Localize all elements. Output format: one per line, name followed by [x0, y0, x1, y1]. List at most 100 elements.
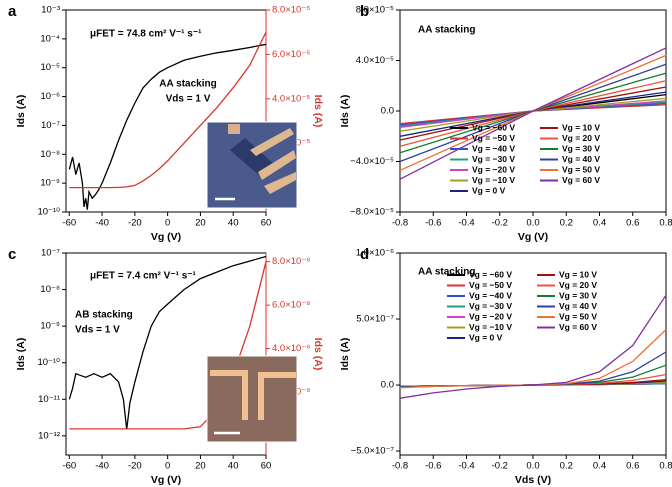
plot-frame — [399, 252, 667, 456]
y-tick-label: 4.0×10⁻⁵ — [356, 55, 394, 66]
series-line — [399, 63, 667, 163]
y-tick-label: 10⁻³ — [41, 5, 60, 16]
y2-tick-label: 6.0×10⁻⁸ — [272, 300, 310, 311]
x-tick-label: -0.4 — [458, 461, 474, 472]
legend-label: Vg = −50 V — [469, 280, 512, 290]
legend-label: Vg = 30 V — [559, 290, 597, 300]
x-tick-label: -0.8 — [392, 218, 408, 229]
y-axis-label: Ids (A) — [15, 338, 27, 371]
y-tick-label: 10⁻¹¹ — [38, 394, 60, 405]
x-tick-label: 0.0 — [526, 218, 539, 229]
x-tick-label: 60 — [261, 461, 272, 472]
x-tick-label: 40 — [228, 461, 239, 472]
legend-label: Vg = 30 V — [562, 143, 600, 153]
x-tick-label: 20 — [195, 218, 206, 229]
y-tick-label: 10⁻⁶ — [41, 91, 61, 102]
x-tick-label: 0.8 — [659, 461, 672, 472]
annotation: μFET = 74.8 cm² V⁻¹ s⁻¹ — [90, 29, 202, 40]
inset-c — [206, 355, 298, 443]
x-tick-label: 0.4 — [593, 461, 606, 472]
y-axis-label: Ids (A) — [339, 95, 351, 128]
legend-label: Vg = 60 V — [562, 175, 600, 185]
x-tick-label: 60 — [261, 218, 272, 229]
series-line — [399, 86, 667, 141]
y-tick-label: 10⁻⁹ — [40, 321, 60, 332]
y-tick-label: 10⁻¹⁰ — [37, 207, 60, 218]
y-tick-label: 10⁻⁷ — [41, 248, 61, 259]
panel-label: c — [8, 246, 16, 263]
legend-label: Vg = 20 V — [559, 280, 597, 290]
legend-label: Vg = −20 V — [472, 164, 515, 174]
y-tick-label: −8.0×10⁻⁵ — [350, 207, 394, 218]
y-tick-label: 10⁻⁸ — [40, 284, 60, 295]
x-tick-label: -0.4 — [458, 218, 474, 229]
y-tick-label: 10⁻⁸ — [40, 149, 60, 160]
x-tick-label: -0.6 — [425, 218, 441, 229]
legend-label: Vg = −50 V — [472, 133, 515, 143]
y-tick-label: 1.0×10⁻⁶ — [356, 248, 394, 259]
series-line — [69, 31, 267, 189]
annotation: Vds = 1 V — [166, 94, 211, 105]
x-tick-label: 0.2 — [560, 461, 573, 472]
legend-label: Vg = 0 V — [472, 185, 506, 195]
annotation: AA stacking — [418, 267, 475, 278]
x-axis-label: Vds (V) — [515, 474, 551, 486]
x-tick-label: -0.2 — [492, 218, 508, 229]
x-axis-label: Vg (V) — [518, 231, 548, 243]
y-tick-label: 0.0 — [381, 380, 394, 391]
series-line — [68, 255, 267, 430]
inset-a — [206, 121, 298, 209]
series-line — [399, 294, 667, 399]
y-tick-label: −4.0×10⁻⁵ — [350, 156, 394, 167]
legend-label: Vg = 10 V — [562, 122, 600, 132]
x-axis-label: Vg (V) — [151, 474, 181, 486]
legend-label: Vg = 60 V — [559, 322, 597, 332]
x-axis-label: Vg (V) — [151, 231, 181, 243]
x-tick-label: 0.6 — [626, 218, 639, 229]
y-tick-label: 10⁻⁷ — [41, 120, 61, 131]
y-tick-label: 10⁻⁵ — [40, 62, 60, 73]
x-tick-label: -40 — [95, 461, 109, 472]
series-line — [399, 47, 667, 180]
y2-tick-label: 4.0×10⁻⁵ — [272, 93, 310, 104]
legend-label: Vg = −60 V — [472, 122, 515, 132]
legend-label: Vg = −30 V — [472, 154, 515, 164]
series-line — [68, 43, 267, 210]
y-tick-label: 10⁻¹² — [38, 430, 60, 441]
legend-label: Vg = 40 V — [562, 154, 600, 164]
x-tick-label: 0.8 — [659, 218, 672, 229]
y2-axis-label: Ids (A) — [312, 338, 324, 371]
x-tick-label: 40 — [228, 218, 239, 229]
y-tick-label: 10⁻⁴ — [40, 33, 60, 44]
series-line — [399, 329, 667, 389]
annotation: AB stacking — [75, 310, 133, 321]
y-tick-label: 0.0 — [381, 106, 394, 117]
series-line — [399, 91, 667, 137]
series-line — [399, 72, 667, 154]
annotation: Vds = 1 V — [75, 325, 120, 336]
y-tick-label: 10⁻⁹ — [40, 178, 60, 189]
x-tick-label: -60 — [62, 218, 76, 229]
y-tick-label: 5.0×10⁻⁷ — [356, 314, 394, 325]
x-tick-label: 0.6 — [626, 461, 639, 472]
x-tick-label: -20 — [128, 218, 142, 229]
x-tick-label: -0.6 — [425, 461, 441, 472]
panel-label: d — [360, 246, 369, 263]
x-tick-label: 0 — [165, 218, 170, 229]
legend-label: Vg = 50 V — [559, 311, 597, 321]
x-tick-label: -0.8 — [392, 461, 408, 472]
x-tick-label: 20 — [195, 461, 206, 472]
annotation: AA stacking — [418, 25, 475, 36]
legend-label: Vg = −40 V — [469, 290, 512, 300]
x-tick-label: 0.0 — [526, 461, 539, 472]
series-line — [399, 80, 667, 147]
series-line — [399, 54, 667, 171]
panel-label: a — [8, 3, 17, 20]
x-tick-label: -60 — [62, 461, 76, 472]
y2-tick-label: 6.0×10⁻⁵ — [272, 49, 310, 60]
y2-axis-label: Ids (A) — [312, 95, 324, 128]
x-tick-label: 0.2 — [560, 218, 573, 229]
legend-label: Vg = −30 V — [469, 301, 512, 311]
y2-tick-label: 8.0×10⁻⁸ — [272, 256, 310, 267]
